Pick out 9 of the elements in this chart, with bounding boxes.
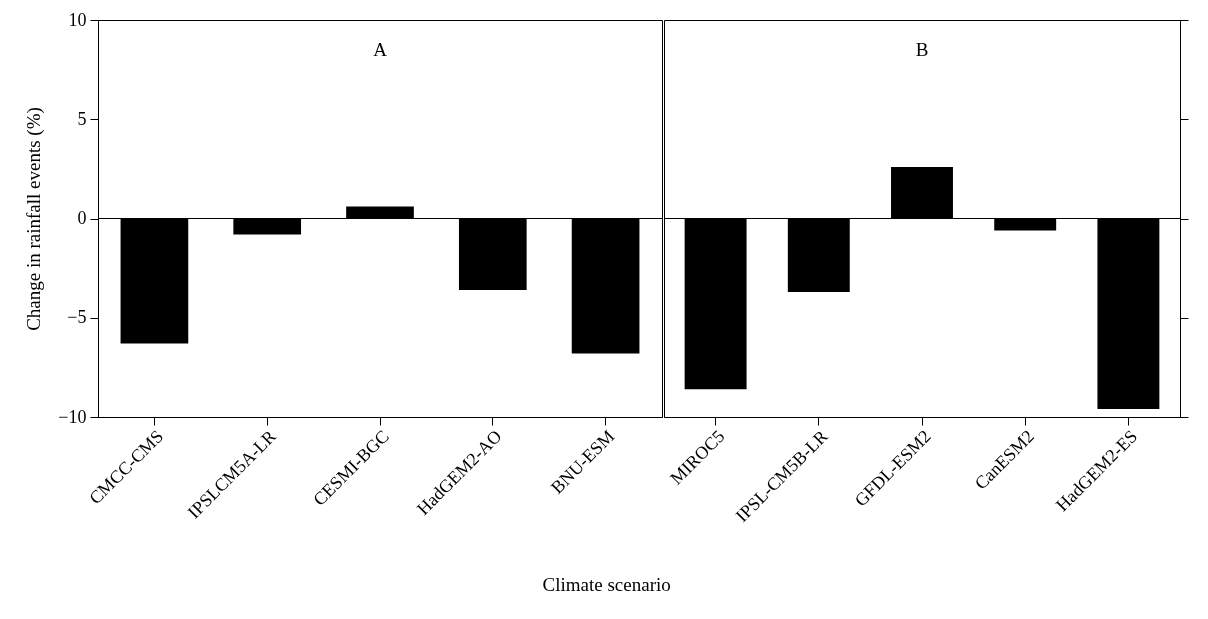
y-tick-label: 5 [77, 108, 87, 129]
y-tick-label: 10 [68, 9, 87, 30]
y-axis-title: Change in rainfall events (%) [23, 107, 46, 331]
y-tick-label: −5 [67, 307, 87, 328]
y-tick-label: −10 [58, 406, 87, 427]
x-axis-title: Climate scenario [542, 573, 671, 595]
text: A [373, 39, 388, 60]
y-tick-label: 0 [77, 208, 87, 228]
text: B [915, 39, 929, 60]
